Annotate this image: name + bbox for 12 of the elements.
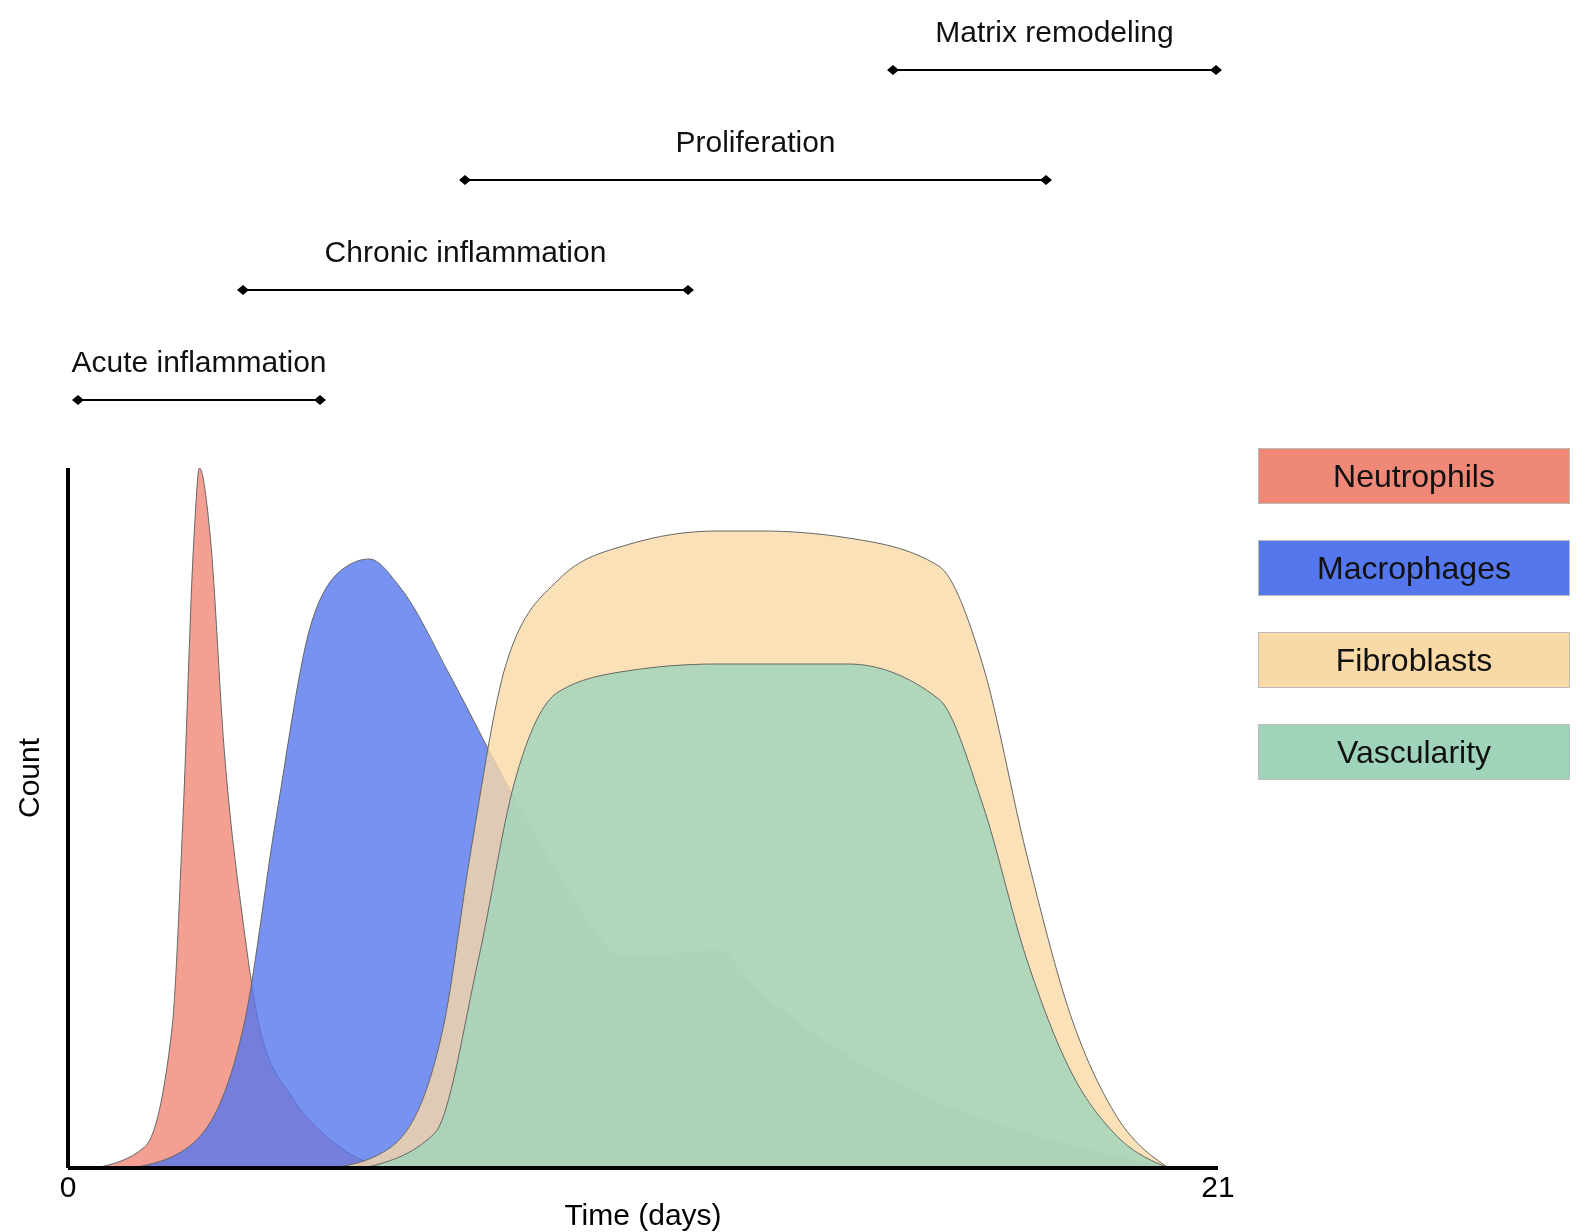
- text: Neutrophils: [1258, 448, 1570, 504]
- text: Chronic inflammation: [324, 235, 607, 268]
- text: Fibroblasts: [1258, 632, 1570, 688]
- text: Vascularity: [1258, 724, 1570, 780]
- y-axis-title: Count: [11, 737, 45, 818]
- text: Macrophages: [1258, 540, 1570, 596]
- x-axis-title: Time (days): [564, 1198, 722, 1231]
- text: Acute inflammation: [71, 345, 327, 378]
- text: Proliferation: [675, 125, 836, 158]
- x-tick-label: 21: [1201, 1170, 1235, 1204]
- x-tick-label: 0: [59, 1170, 77, 1204]
- text: Matrix remodeling: [935, 15, 1174, 48]
